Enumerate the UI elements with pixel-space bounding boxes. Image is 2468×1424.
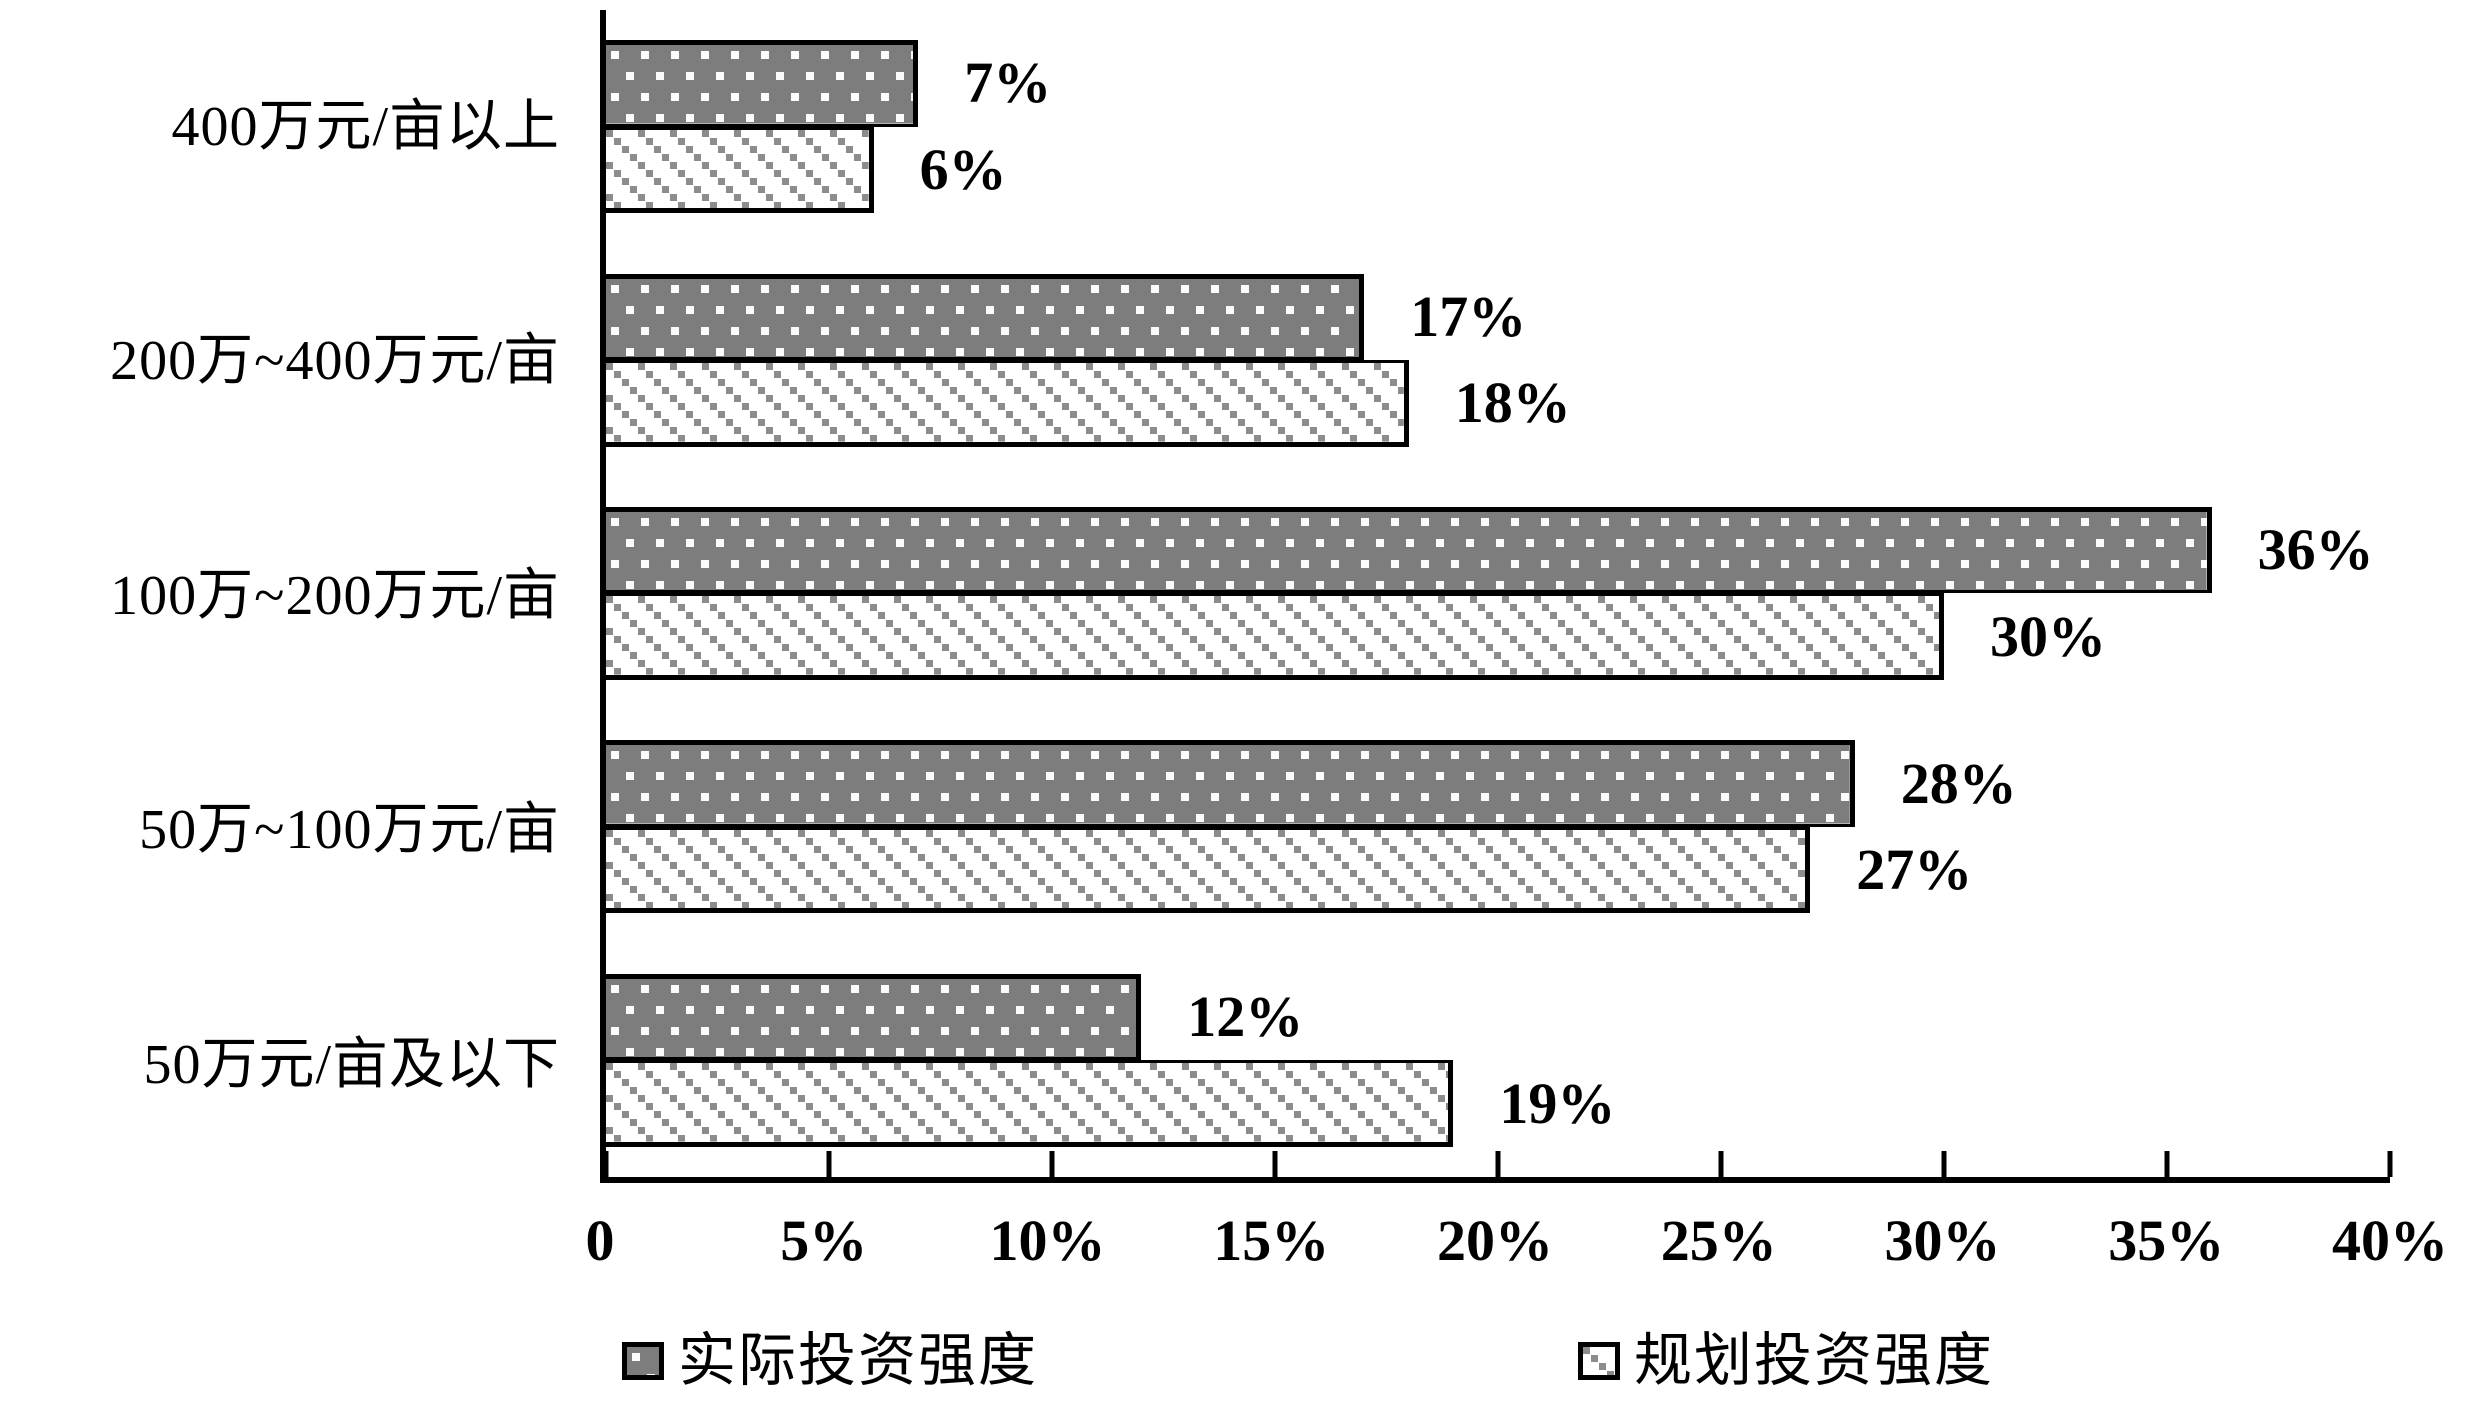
tick-mark <box>603 1151 609 1177</box>
value-label-actual: 28% <box>1900 750 2017 816</box>
bar-planned <box>606 826 1811 914</box>
x-axis-tick-labels: 0 5% 10% 15% 20% 25% 30% 35% 40% <box>586 1208 2449 1302</box>
value-label-planned: 30% <box>1990 603 2106 669</box>
bar-group: 17% 18% <box>606 243 2390 476</box>
value-label-planned: 19% <box>1499 1070 1616 1136</box>
category-label: 100万~200万元/亩 <box>110 564 560 627</box>
x-tick-label: 40% <box>2332 1208 2448 1273</box>
x-tick-label: 35% <box>2108 1208 2225 1273</box>
category-label: 400万元/亩以上 <box>171 95 560 158</box>
bar-planned <box>606 1060 1454 1147</box>
category-label: 50万元/亩及以下 <box>143 1033 560 1096</box>
value-label-planned: 18% <box>1454 370 1571 436</box>
value-label-planned: 27% <box>1856 837 1973 903</box>
value-label-actual: 36% <box>2257 517 2374 583</box>
bar-actual <box>606 740 1855 827</box>
category-label: 50万~100万元/亩 <box>139 799 560 862</box>
plot-area: 7% 6% 17% 18% 36% 30% <box>600 10 2393 1183</box>
tick-mark <box>1718 1151 1724 1177</box>
y-axis-category-labels: 400万元/亩以上 200万~400万元/亩 100万~200万元/亩 50万~… <box>0 10 560 1183</box>
legend-label-planned: 规划投资强度 <box>1634 1328 1995 1393</box>
bar-actual <box>606 273 1365 361</box>
bar-planned <box>606 593 1944 681</box>
bar-group: 36% 30% <box>606 477 2390 710</box>
x-tick-label: 30% <box>1884 1208 2001 1273</box>
x-tick-label: 0 <box>585 1208 615 1273</box>
x-tick-label: 15% <box>1213 1208 1330 1273</box>
bar-actual <box>606 40 919 127</box>
bar-group: 12% 19% <box>606 944 2390 1177</box>
x-tick-label: 25% <box>1660 1208 1777 1273</box>
tick-mark <box>1049 1151 1055 1177</box>
value-label-actual: 12% <box>1187 983 1304 1049</box>
legend-swatch-planned-icon <box>1578 1342 1620 1380</box>
tick-mark <box>2387 1151 2393 1177</box>
legend-label-actual: 实际投资强度 <box>678 1328 1039 1393</box>
x-tick-label: 10% <box>989 1208 1106 1273</box>
tick-mark <box>1272 1151 1278 1177</box>
x-tick-label: 20% <box>1437 1208 1553 1273</box>
tick-mark <box>1495 1151 1501 1177</box>
bar-actual <box>606 973 1142 1061</box>
legend-item-actual: 实际投资强度 <box>622 1318 1038 1404</box>
tick-mark <box>1941 1151 1947 1177</box>
legend-swatch-actual-icon <box>622 1342 664 1380</box>
x-tick-label: 5% <box>780 1208 868 1273</box>
category-label: 200万~400万元/亩 <box>110 330 560 393</box>
value-label-actual: 17% <box>1410 283 1527 349</box>
value-label-actual: 7% <box>964 50 1052 116</box>
bar-planned <box>606 360 1409 447</box>
tick-mark <box>826 1151 832 1177</box>
bar-group: 28% 27% <box>606 710 2390 943</box>
bar-group: 7% 6% <box>606 10 2390 243</box>
bar-planned <box>606 126 874 214</box>
legend-item-planned: 规划投资强度 <box>1578 1318 1994 1404</box>
value-label-planned: 6% <box>919 136 1007 202</box>
tick-mark <box>2164 1151 2170 1177</box>
legend: 实际投资强度 规划投资强度 <box>0 1318 2468 1414</box>
bar-actual <box>606 506 2212 594</box>
